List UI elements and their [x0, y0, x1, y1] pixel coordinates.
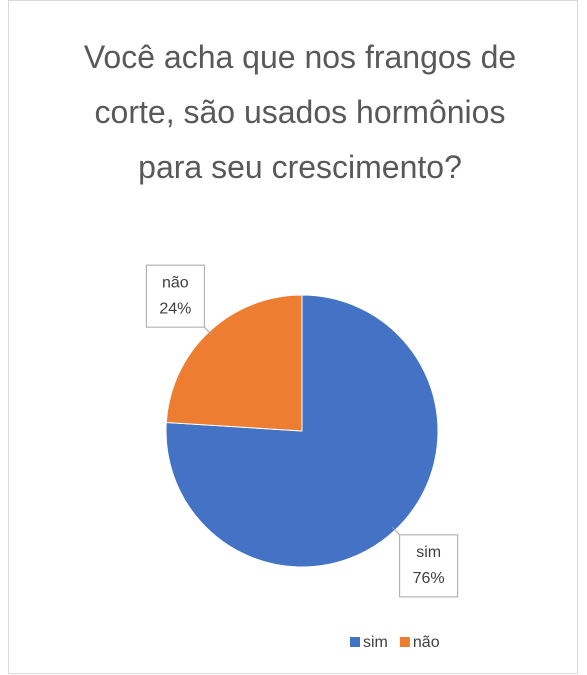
data-label-category: não [162, 274, 189, 291]
data-label-category: sim [416, 544, 441, 561]
data-label-box [145, 264, 205, 328]
data-label-box [399, 534, 459, 598]
leader-line [203, 326, 213, 336]
legend-label: sim [363, 634, 388, 651]
data-label-value: 24% [159, 300, 191, 317]
chart-frame [8, 0, 578, 674]
legend-swatch [350, 637, 360, 647]
chart-title: Você acha que nos frangos de corte, são … [83, 39, 517, 185]
legend-swatch [399, 637, 410, 647]
data-label-value: 76% [413, 570, 445, 587]
leader-line [391, 526, 401, 536]
legend-label: não [413, 634, 440, 651]
